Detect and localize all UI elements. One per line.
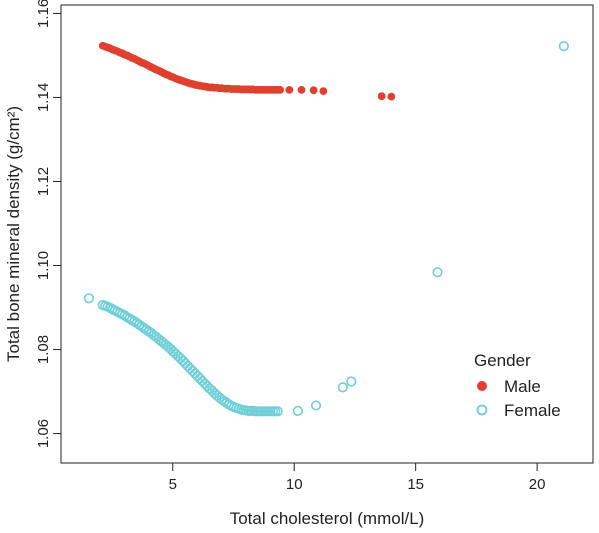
legend-label-female: Female [504, 401, 561, 420]
x-tick-label: 10 [286, 476, 303, 493]
female-point [292, 405, 303, 417]
male-point [297, 85, 306, 94]
male-point [285, 85, 294, 94]
x-tick-label: 15 [407, 476, 424, 493]
female-point [310, 400, 322, 411]
y-tick-label: 1.10 [35, 251, 52, 280]
female-point [558, 41, 569, 52]
male-point [309, 86, 318, 95]
x-axis-label: Total cholesterol (mmol/L) [230, 509, 425, 528]
female-point [432, 267, 443, 278]
y-tick-label: 1.08 [35, 335, 52, 364]
male-point [276, 85, 285, 94]
legend: Gender Male Female [474, 351, 561, 420]
legend-title: Gender [474, 351, 531, 370]
y-axis-label: Total bone mineral density (g/cm²) [4, 106, 23, 362]
male-point [377, 92, 386, 101]
female-point [346, 376, 357, 387]
y-tick-label: 1.12 [35, 167, 52, 196]
female-series [83, 41, 569, 417]
y-tick-label: 1.14 [35, 83, 52, 112]
x-tick-label: 5 [169, 476, 177, 493]
plot-area-frame [60, 4, 594, 464]
female-point [272, 406, 283, 417]
male-point [319, 87, 328, 96]
legend-label-male: Male [504, 377, 541, 396]
x-axis-ticks: 5 10 15 20 [169, 463, 546, 493]
legend-marker-female [476, 404, 488, 416]
male-series [98, 41, 396, 101]
male-point [387, 92, 396, 101]
y-axis-ticks: 1.06 1.08 1.10 1.12 1.14 1.16 [35, 0, 61, 448]
legend-marker-male [477, 381, 487, 391]
y-tick-label: 1.16 [35, 0, 52, 28]
female-point [337, 382, 348, 393]
y-tick-label: 1.06 [35, 419, 52, 448]
x-tick-label: 20 [529, 476, 546, 493]
female-point [83, 293, 95, 304]
